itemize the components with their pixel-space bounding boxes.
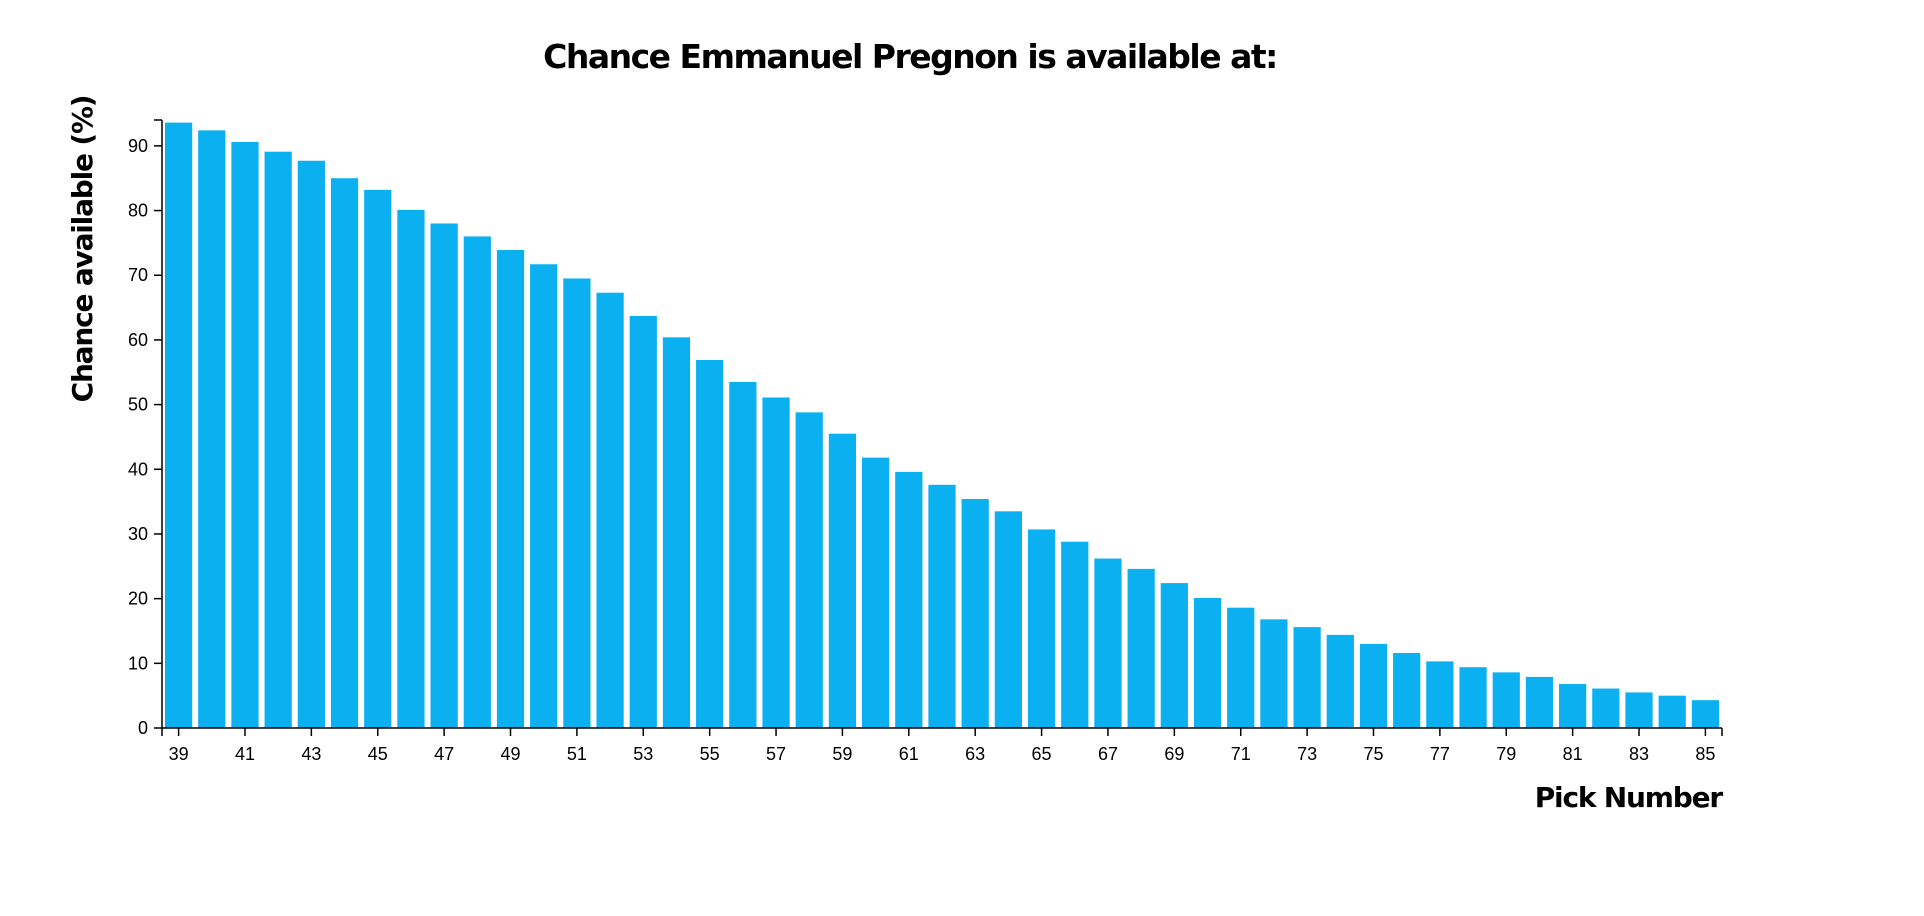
x-tick-label-71: 71 [1231, 744, 1251, 764]
x-tick-label-59: 59 [832, 744, 852, 764]
x-tick-label-67: 67 [1098, 744, 1118, 764]
y-tick-label-30: 30 [128, 524, 148, 544]
x-tick-label-73: 73 [1297, 744, 1317, 764]
bar-pick-84 [1658, 695, 1686, 728]
bar-pick-77 [1426, 661, 1454, 728]
bar-pick-47 [430, 223, 458, 729]
y-axis-title: Chance available (%) [66, 96, 99, 403]
x-tick-label-55: 55 [700, 744, 720, 764]
bar-pick-74 [1326, 634, 1354, 728]
x-tick-label-53: 53 [633, 744, 653, 764]
bar-pick-52 [596, 292, 624, 728]
y-tick-label-40: 40 [128, 459, 148, 479]
x-tick-label-41: 41 [235, 744, 255, 764]
bar-pick-57 [762, 397, 790, 728]
bar-pick-60 [862, 457, 890, 728]
x-axis-title: Pick Number [1535, 781, 1724, 814]
x-tick-label-47: 47 [434, 744, 454, 764]
chart-title: Chance Emmanuel Pregnon is available at: [543, 37, 1277, 76]
bar-pick-46 [397, 209, 425, 728]
y-tick-label-60: 60 [128, 330, 148, 350]
x-tick-label-81: 81 [1563, 744, 1583, 764]
y-tick-label-50: 50 [128, 395, 148, 415]
bar-pick-68 [1127, 568, 1155, 728]
bar-pick-81 [1559, 684, 1587, 728]
bar-pick-71 [1227, 607, 1255, 728]
bar-pick-67 [1094, 558, 1122, 728]
bar-pick-64 [994, 511, 1022, 728]
bar-pick-79 [1492, 672, 1520, 728]
bar-pick-72 [1260, 619, 1288, 728]
bar-pick-70 [1193, 597, 1222, 728]
bar-pick-48 [463, 236, 491, 728]
x-tick-label-43: 43 [301, 744, 321, 764]
y-tick-label-20: 20 [128, 589, 148, 609]
x-tick-label-79: 79 [1496, 744, 1516, 764]
bar-pick-66 [1061, 541, 1089, 728]
bar-pick-55 [696, 359, 724, 728]
bar-pick-61 [895, 471, 923, 728]
x-tick-label-45: 45 [368, 744, 388, 764]
x-tick-label-77: 77 [1430, 744, 1450, 764]
bar-pick-82 [1592, 688, 1620, 728]
x-tick-label-61: 61 [899, 744, 919, 764]
x-tick-label-65: 65 [1032, 744, 1052, 764]
bar-pick-62 [928, 484, 956, 728]
bar-pick-80 [1525, 676, 1554, 728]
y-tick-label-0: 0 [138, 718, 148, 738]
bar-pick-78 [1459, 667, 1487, 728]
bar-pick-42 [264, 151, 292, 728]
x-tick-label-49: 49 [500, 744, 520, 764]
x-tick-label-51: 51 [567, 744, 587, 764]
y-tick-label-70: 70 [128, 265, 148, 285]
bar-pick-83 [1625, 692, 1653, 728]
y-tick-label-80: 80 [128, 201, 148, 221]
bar-pick-63 [961, 499, 989, 728]
bar-pick-49 [496, 250, 525, 728]
bar-pick-41 [231, 141, 259, 729]
bars [164, 122, 1720, 729]
bar-pick-69 [1160, 583, 1188, 728]
y-tick-label-90: 90 [128, 136, 148, 156]
x-tick-label-69: 69 [1164, 744, 1184, 764]
bar-pick-73 [1293, 627, 1321, 728]
bar-pick-59 [828, 433, 857, 728]
bar-pick-58 [795, 412, 823, 728]
x-axis: 39 41 43 45 47 49 51 53 55 57 59 61 63 65 67 69 71 73 75 77… [161, 727, 1723, 764]
x-tick-label-83: 83 [1629, 744, 1649, 764]
bar-pick-53 [629, 315, 657, 728]
bar-pick-43 [297, 160, 325, 728]
bar-pick-44 [330, 178, 359, 728]
bar-pick-65 [1027, 529, 1056, 728]
bar-pick-76 [1393, 652, 1421, 728]
x-tick-label-39: 39 [169, 744, 189, 764]
bar-pick-40 [198, 130, 226, 729]
x-tick-label-75: 75 [1363, 744, 1383, 764]
bar-pick-56 [729, 381, 757, 728]
y-tick-label-10: 10 [128, 653, 148, 673]
x-tick-label-85: 85 [1695, 744, 1715, 764]
x-tick-label-63: 63 [965, 744, 985, 764]
bar-pick-45 [364, 189, 392, 729]
y-axis: 0 10 20 30 40 50 60 70 80 90 [128, 119, 163, 738]
bar-pick-75 [1359, 643, 1388, 728]
bar-pick-50 [530, 264, 558, 728]
bar-pick-39 [164, 122, 193, 729]
x-tick-label-57: 57 [766, 744, 786, 764]
bar-pick-51 [563, 278, 591, 728]
bar-pick-54 [662, 337, 691, 728]
bar-pick-85 [1691, 700, 1720, 728]
